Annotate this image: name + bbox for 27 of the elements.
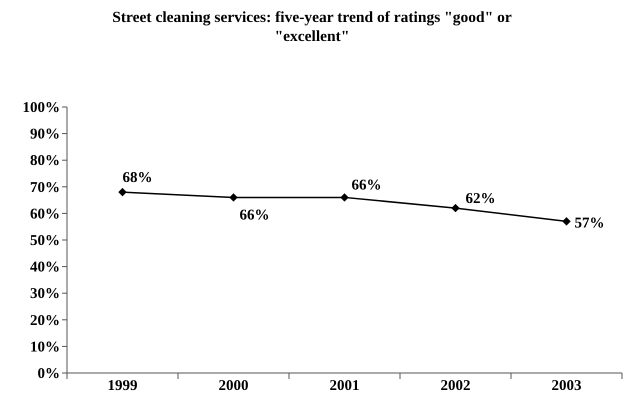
y-tick-label: 90% — [30, 126, 60, 143]
data-label: 68% — [122, 170, 152, 186]
chart-title: Street cleaning services: five-year trend of ratings "good" or "excellent" — [111, 8, 513, 46]
data-label: 57% — [574, 215, 604, 232]
y-tick-label: 20% — [30, 312, 60, 329]
y-tick-label: 40% — [30, 260, 60, 276]
x-tick-label: 2003 — [552, 378, 582, 394]
x-tick-label: 2002 — [440, 378, 470, 394]
x-tick-label: 2001 — [330, 378, 360, 394]
y-tick-label: 30% — [30, 286, 60, 302]
data-label: 66% — [352, 177, 382, 194]
point — [230, 193, 238, 202]
data-label: 66% — [240, 207, 270, 224]
point — [562, 217, 570, 226]
point — [340, 193, 348, 202]
y-tick-label: 50% — [30, 233, 60, 249]
x-tick-label: 2000 — [218, 378, 248, 394]
y-tick-label: 100% — [22, 100, 60, 116]
x-tick-label: 1999 — [108, 378, 138, 394]
y-tick-label: 10% — [30, 339, 60, 356]
data-label: 62% — [466, 191, 496, 208]
y-tick-label: 70% — [30, 180, 60, 196]
y-tick-label: 80% — [30, 153, 60, 170]
y-tick-label: 0% — [38, 366, 60, 382]
point — [452, 204, 460, 212]
point — [118, 188, 126, 196]
y-tick-label: 60% — [30, 206, 60, 222]
